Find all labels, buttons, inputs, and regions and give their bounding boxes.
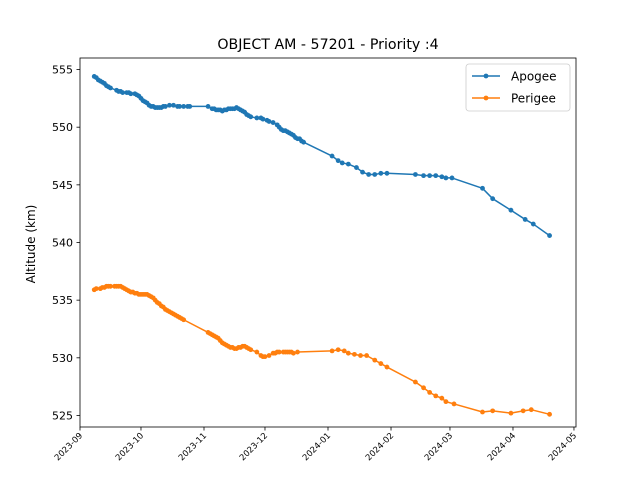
data-point-perigee [528,407,534,413]
data-point-apogee [427,173,433,179]
chart-title: OBJECT AM - 57201 - Priority :4 [217,37,438,53]
data-point-apogee [205,104,211,109]
data-point-perigee [372,357,378,363]
data-point-apogee [421,173,426,179]
y-tick-label: 525 [52,409,73,422]
data-point-apogee [260,116,266,122]
legend-label: Perigee [511,92,556,106]
data-point-perigee [427,390,433,395]
y-tick-label: 540 [52,237,73,250]
data-point-perigee [421,385,426,391]
data-point-perigee [93,286,99,292]
data-point-apogee [530,221,536,227]
data-point-perigee [335,347,341,353]
data-point-apogee [128,91,134,97]
data-point-perigee [181,317,187,323]
data-point-apogee [301,139,307,145]
legend-swatch-marker [483,73,489,79]
y-tick-label: 550 [52,121,73,134]
data-point-apogee [439,174,445,180]
data-point-apogee [108,85,113,91]
data-point-apogee [181,104,187,109]
legend-swatch-marker [483,95,489,101]
legend-item-apogee: Apogee [472,70,557,84]
y-tick-label: 535 [52,294,73,307]
data-point-perigee [262,354,268,360]
y-tick-label: 555 [52,64,73,77]
data-point-apogee [177,104,183,109]
data-point-apogee [372,172,378,177]
data-point-apogee [120,90,126,95]
legend: Apogee Perigee [465,63,571,112]
data-point-perigee [413,379,418,385]
data-point-apogee [366,172,372,177]
data-point-apogee [329,153,335,159]
data-point-perigee [547,411,552,417]
data-point-perigee [480,409,485,415]
data-point-perigee [341,348,347,354]
data-point-perigee [248,347,254,353]
y-axis-label: Altitude (km) [24,205,38,284]
data-point-apogee [339,160,345,166]
data-point-apogee [490,196,496,202]
data-point-perigee [490,408,496,414]
data-point-perigee [254,349,260,355]
data-point-perigee [276,349,282,355]
data-point-apogee [443,175,449,181]
data-point-perigee [358,353,363,358]
data-point-apogee [335,158,341,164]
data-point-perigee [508,410,514,416]
data-point-perigee [345,350,351,356]
data-point-apogee [248,114,254,120]
legend-label: Apogee [511,70,557,84]
series-perigee [91,283,552,417]
data-point-perigee [291,350,296,356]
data-point-apogee [522,217,528,222]
data-point-apogee [360,169,365,175]
data-point-apogee [547,233,552,238]
data-point-perigee [451,401,457,407]
series-layer [91,74,552,417]
data-point-apogee [254,115,260,121]
data-point-apogee [449,175,455,181]
data-point-apogee [384,170,390,176]
data-point-apogee [167,102,172,108]
data-point-apogee [480,185,485,191]
data-point-perigee [266,353,272,358]
data-point-perigee [439,395,445,401]
data-point-apogee [433,173,439,179]
data-point-perigee [352,351,357,357]
data-point-apogee [187,104,193,109]
data-point-apogee [378,170,384,176]
legend-item-perigee: Perigee [472,92,556,106]
data-point-apogee [345,161,351,167]
data-point-perigee [443,399,449,405]
data-point-apogee [171,102,176,108]
data-point-apogee [354,165,359,170]
y-tick-label: 530 [52,352,73,365]
data-point-apogee [162,104,168,109]
data-point-perigee [329,348,335,354]
data-point-apogee [413,172,418,177]
data-point-perigee [520,408,526,414]
y-tick-label: 545 [52,179,73,192]
data-point-perigee [378,361,384,366]
data-point-apogee [266,119,272,124]
data-point-perigee [108,283,113,289]
data-point-perigee [295,349,300,355]
data-point-apogee [270,120,276,125]
data-point-perigee [364,353,370,358]
series-apogee [91,74,552,238]
data-point-perigee [384,364,390,370]
data-point-apogee [508,207,514,213]
data-point-perigee [433,393,439,399]
